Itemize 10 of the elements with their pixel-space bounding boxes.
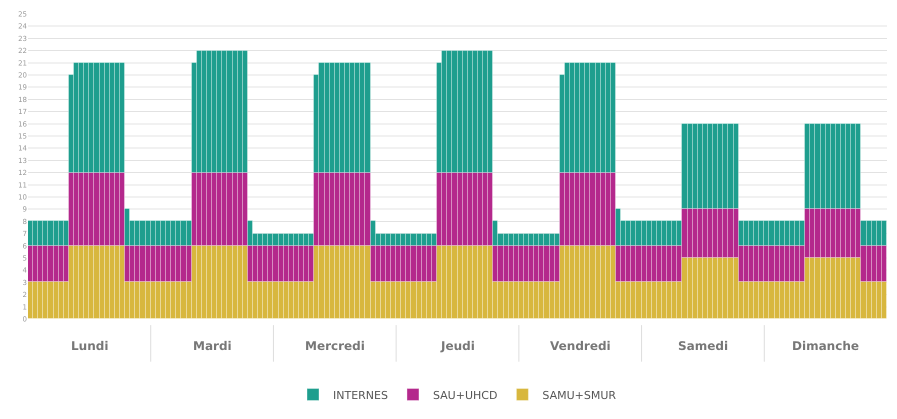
- text: Dimanche: [792, 339, 860, 353]
- text: Samedi: [678, 339, 728, 353]
- legend-label: SAU+UHCD: [432, 388, 498, 402]
- legend-label: INTERNES: [333, 388, 388, 402]
- text: Mercredi: [305, 339, 365, 353]
- text: Mardi: [193, 339, 232, 353]
- text: Jeudi: [440, 339, 475, 353]
- text: Lundi: [71, 339, 108, 353]
- legend-label: SAMU+SMUR: [542, 388, 616, 402]
- text: Vendredi: [550, 339, 611, 353]
